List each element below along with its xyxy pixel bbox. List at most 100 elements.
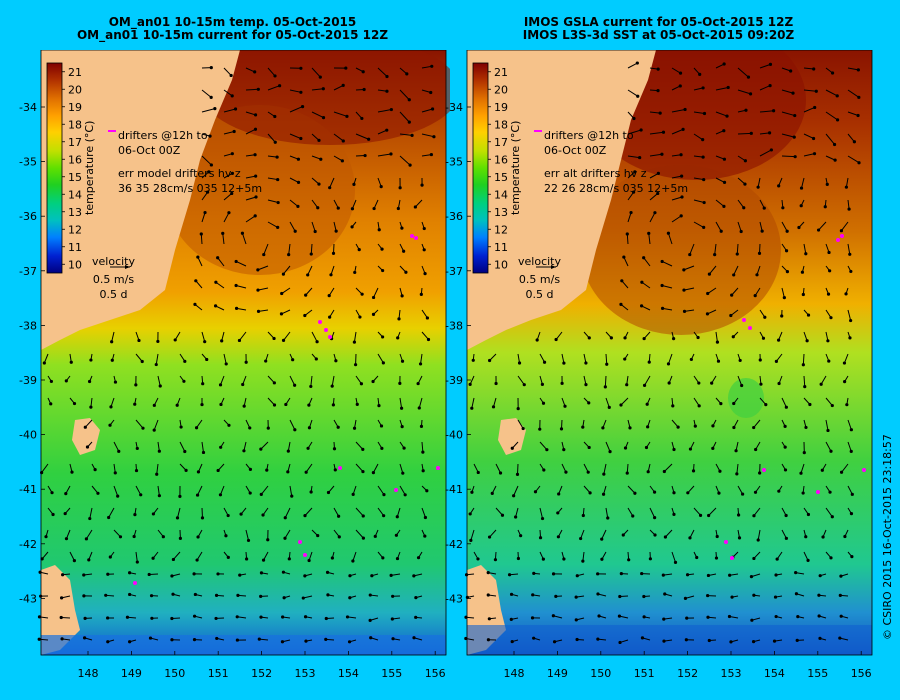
current-arrow <box>671 67 681 74</box>
current-arrowhead <box>135 446 139 451</box>
current-arrowhead <box>743 182 747 186</box>
current-arrowhead <box>296 180 301 185</box>
current-arrowhead <box>395 515 399 519</box>
current-arrowhead <box>37 637 41 641</box>
current-arrowhead <box>368 618 372 622</box>
current-arrowhead <box>642 383 647 387</box>
current-arrow <box>800 463 805 474</box>
current-arrowhead <box>707 513 711 518</box>
current-arrowhead <box>400 406 404 410</box>
current-arrowhead <box>756 538 760 542</box>
current-arrowhead <box>702 225 706 229</box>
current-arrowhead <box>307 426 312 430</box>
current-arrowhead <box>215 636 219 641</box>
current-arrowhead <box>265 468 269 472</box>
current-arrowhead <box>381 361 385 365</box>
current-arrowhead <box>363 153 367 158</box>
current-arrowhead <box>542 468 546 472</box>
lat-tick-label: -36 <box>19 210 37 223</box>
current-arrowhead <box>272 403 277 407</box>
current-arrowhead <box>601 492 606 496</box>
current-arrowhead <box>829 449 833 453</box>
current-arrow <box>847 67 859 71</box>
current-arrowhead <box>554 337 558 342</box>
current-arrowhead <box>352 426 357 430</box>
current-arrowhead <box>600 557 604 561</box>
current-arrowhead <box>226 555 230 559</box>
current-arrowhead <box>857 95 861 99</box>
current-arrowhead <box>171 557 176 562</box>
lat-tick-label: -43 <box>19 592 37 605</box>
current-arrow <box>267 199 279 204</box>
current-arrowhead <box>219 445 223 449</box>
current-arrowhead <box>235 638 239 642</box>
current-arrow <box>421 507 426 518</box>
current-arrowhead <box>538 536 543 540</box>
current-arrowhead <box>839 574 843 578</box>
map-panel-right: 21 20 19 18 17 16 15 14 13 12 11 10 temperature (°C)… <box>445 50 873 680</box>
current-arrowhead <box>266 538 270 542</box>
current-arrow <box>267 67 276 77</box>
current-arrowhead <box>487 535 492 539</box>
current-arrowhead <box>826 339 830 343</box>
current-arrowhead <box>317 138 321 142</box>
current-arrowhead <box>806 313 811 317</box>
current-arrowhead <box>608 450 612 454</box>
lon-tick-label: 151 <box>634 667 655 680</box>
current-arrow <box>693 199 705 204</box>
current-arrowhead <box>829 316 833 320</box>
current-arrowhead <box>193 302 197 306</box>
current-arrowhead <box>682 268 686 272</box>
current-arrowhead <box>214 616 218 621</box>
current-arrowhead <box>719 229 723 233</box>
current-arrow <box>377 153 392 157</box>
current-arrowhead <box>241 382 245 387</box>
current-arrowhead <box>702 200 706 205</box>
current-arrowhead <box>276 225 280 229</box>
current-arrowhead <box>617 614 622 618</box>
current-arrowhead <box>40 470 44 475</box>
current-arrowhead <box>830 71 835 75</box>
current-arrowhead <box>272 381 276 385</box>
current-arrowhead <box>273 140 277 144</box>
current-arrow <box>245 175 256 179</box>
current-arrow <box>667 233 673 245</box>
current-arrow <box>517 375 525 385</box>
lat-tick-label: -34 <box>19 101 37 114</box>
current-arrowhead <box>625 471 629 475</box>
current-arrowhead <box>468 512 472 516</box>
current-arrowhead <box>340 159 344 163</box>
current-arrowhead <box>360 292 364 296</box>
current-arrowhead <box>407 98 411 102</box>
current-arrowhead <box>581 513 585 518</box>
current-arrow <box>649 212 656 223</box>
current-arrowhead <box>256 309 261 313</box>
current-arrowhead <box>640 280 644 284</box>
current-arrowhead <box>380 335 385 339</box>
current-arrowhead <box>823 205 827 209</box>
current-arrow <box>802 353 805 365</box>
current-arrowhead <box>209 95 213 99</box>
current-arrowhead <box>60 637 64 641</box>
lat-tick-label: -39 <box>445 374 463 387</box>
current-arrowhead <box>698 72 702 76</box>
current-arrowhead <box>510 639 514 644</box>
current-arrowhead <box>774 614 778 619</box>
colorbar-tick-label: 14 <box>68 188 82 201</box>
current-arrow <box>201 191 209 201</box>
current-arrowhead <box>184 468 188 472</box>
current-arrowhead <box>698 513 703 517</box>
current-arrow <box>284 529 291 539</box>
current-arrowhead <box>530 616 535 620</box>
current-arrowhead <box>556 511 560 515</box>
current-arrowhead <box>108 423 112 427</box>
colorbar-tick-label: 18 <box>494 118 508 131</box>
current-arrowhead <box>856 113 860 118</box>
current-arrowhead <box>291 358 295 362</box>
current-arrowhead <box>618 640 622 645</box>
lat-tick-label: -34 <box>445 101 463 114</box>
current-arrowhead <box>845 403 849 407</box>
lat-tick-label: -40 <box>19 429 37 442</box>
current-arrow <box>263 243 269 255</box>
current-arrowhead <box>194 426 199 430</box>
